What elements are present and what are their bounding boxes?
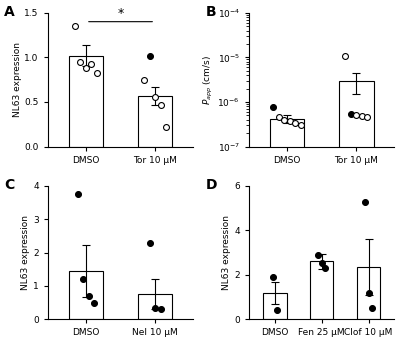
Point (270, 274, 276, 280)
Point (163, 124, 170, 130)
Point (88, 62, 95, 67)
Text: D: D (206, 178, 217, 192)
Point (287, 118, 293, 124)
Point (364, 115, 371, 120)
Bar (339, 81, 374, 343)
Point (270, 104, 276, 109)
Point (80, 276, 86, 282)
Point (146, 240, 153, 246)
Point (342, 54, 348, 59)
Bar (270, 119, 304, 343)
Point (146, 53, 153, 58)
Point (322, 265, 329, 271)
Bar (138, 294, 172, 319)
Point (158, 102, 164, 107)
Point (366, 290, 372, 295)
Bar (310, 261, 334, 319)
Point (318, 260, 325, 265)
Point (91, 300, 98, 305)
Point (152, 95, 158, 100)
Point (348, 111, 354, 116)
Bar (263, 293, 286, 319)
Point (152, 305, 158, 311)
Point (158, 306, 164, 311)
Point (369, 306, 376, 311)
Text: A: A (4, 5, 15, 19)
Point (83, 65, 89, 71)
Y-axis label: NL63 expression: NL63 expression (13, 42, 22, 117)
Point (298, 122, 304, 128)
Bar (69, 271, 103, 319)
Bar (69, 56, 103, 146)
Bar (357, 267, 380, 319)
Y-axis label: NL63 expression: NL63 expression (222, 215, 232, 290)
Point (77, 59, 84, 64)
Point (94, 71, 100, 76)
Point (315, 252, 321, 258)
Point (362, 200, 368, 205)
Point (141, 77, 147, 82)
Point (72, 23, 78, 29)
Text: C: C (4, 178, 14, 192)
Y-axis label: NL63 expression: NL63 expression (21, 215, 30, 290)
Point (276, 115, 282, 120)
Text: *: * (118, 7, 124, 20)
Point (274, 308, 280, 313)
Point (359, 114, 365, 119)
Point (74, 191, 81, 197)
Point (281, 117, 288, 122)
Y-axis label: $P_{app}$ (cm/s): $P_{app}$ (cm/s) (202, 55, 215, 105)
Point (292, 121, 299, 126)
Bar (138, 96, 172, 146)
Text: B: B (206, 5, 216, 19)
Point (353, 113, 360, 118)
Point (86, 293, 92, 299)
